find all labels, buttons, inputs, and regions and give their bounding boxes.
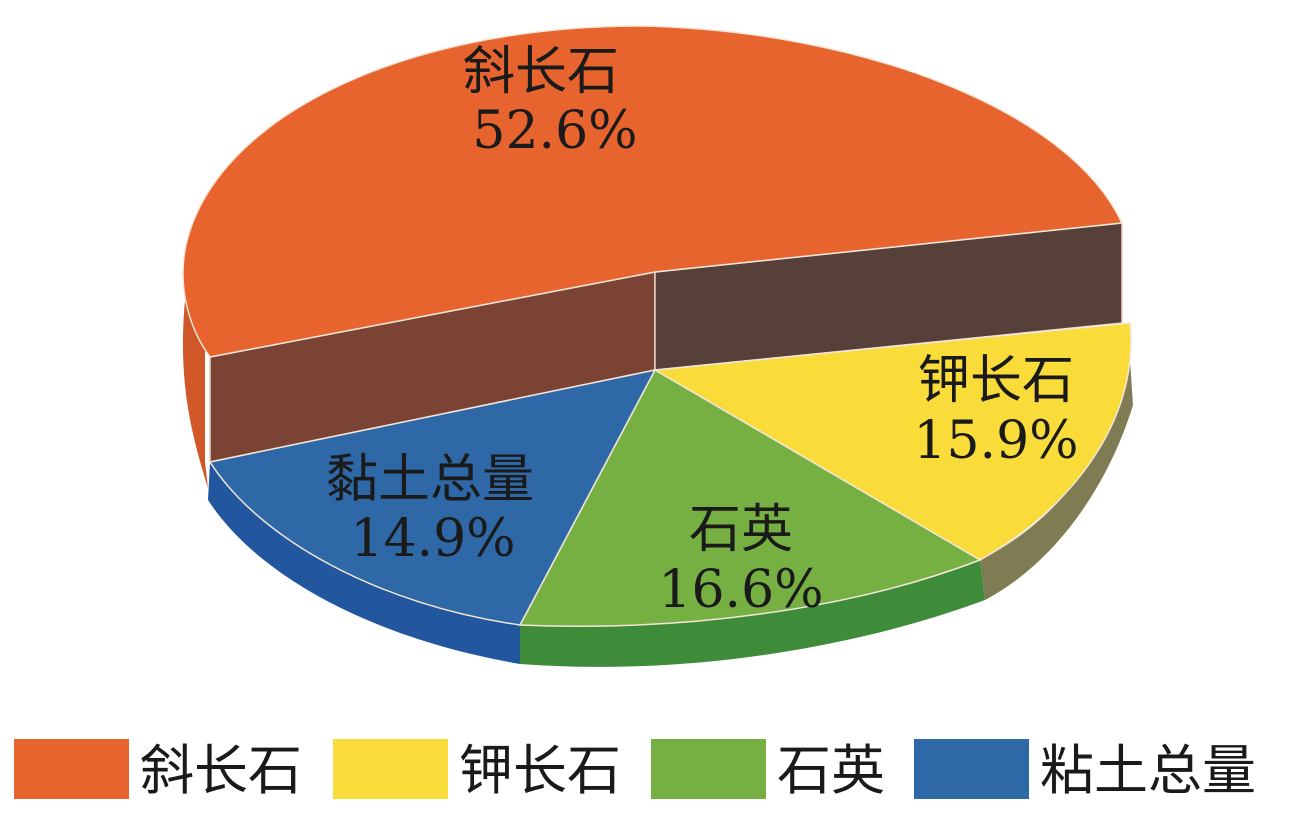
slice-top-clay: [208, 368, 657, 626]
slice-percent-k-feldspar: 15.9%: [913, 411, 1078, 471]
slice-percent-plagioclase: 52.6%: [472, 101, 637, 161]
slice-top-plagioclase: [182, 25, 1124, 358]
legend-swatch-k-feldspar: [333, 739, 448, 799]
legend-swatch-clay: [914, 739, 1029, 799]
slice-label-k-feldspar: 钾长石: [918, 351, 1074, 411]
slice-side-k-feldspar: [980, 360, 1133, 600]
slice-label-plagioclase: 斜长石: [463, 42, 619, 102]
legend-swatch-quartz: [651, 739, 766, 799]
legend-swatch-plagioclase: [14, 739, 129, 799]
slice-side-quartz: [520, 560, 985, 667]
legend-label-clay: 粘土总量: [1040, 739, 1256, 802]
legend-label-k-feldspar: 钾长石: [459, 739, 621, 802]
slice-percent-clay: 14.9%: [350, 509, 515, 569]
slice-percent-quartz: 16.6%: [658, 560, 823, 620]
legend: 斜长石 钾长石 石英 粘土总量: [14, 739, 1256, 802]
slice-top-quartz: [518, 368, 982, 627]
slice-label-clay: 黏土总量: [326, 450, 534, 510]
slice-label-quartz: 石英: [689, 500, 793, 560]
legend-label-quartz: 石英: [777, 739, 885, 802]
slice-side-clay: [208, 462, 520, 664]
legend-label-plagioclase: 斜长石: [140, 739, 302, 802]
slice-top-k-feldspar: [652, 322, 1132, 561]
